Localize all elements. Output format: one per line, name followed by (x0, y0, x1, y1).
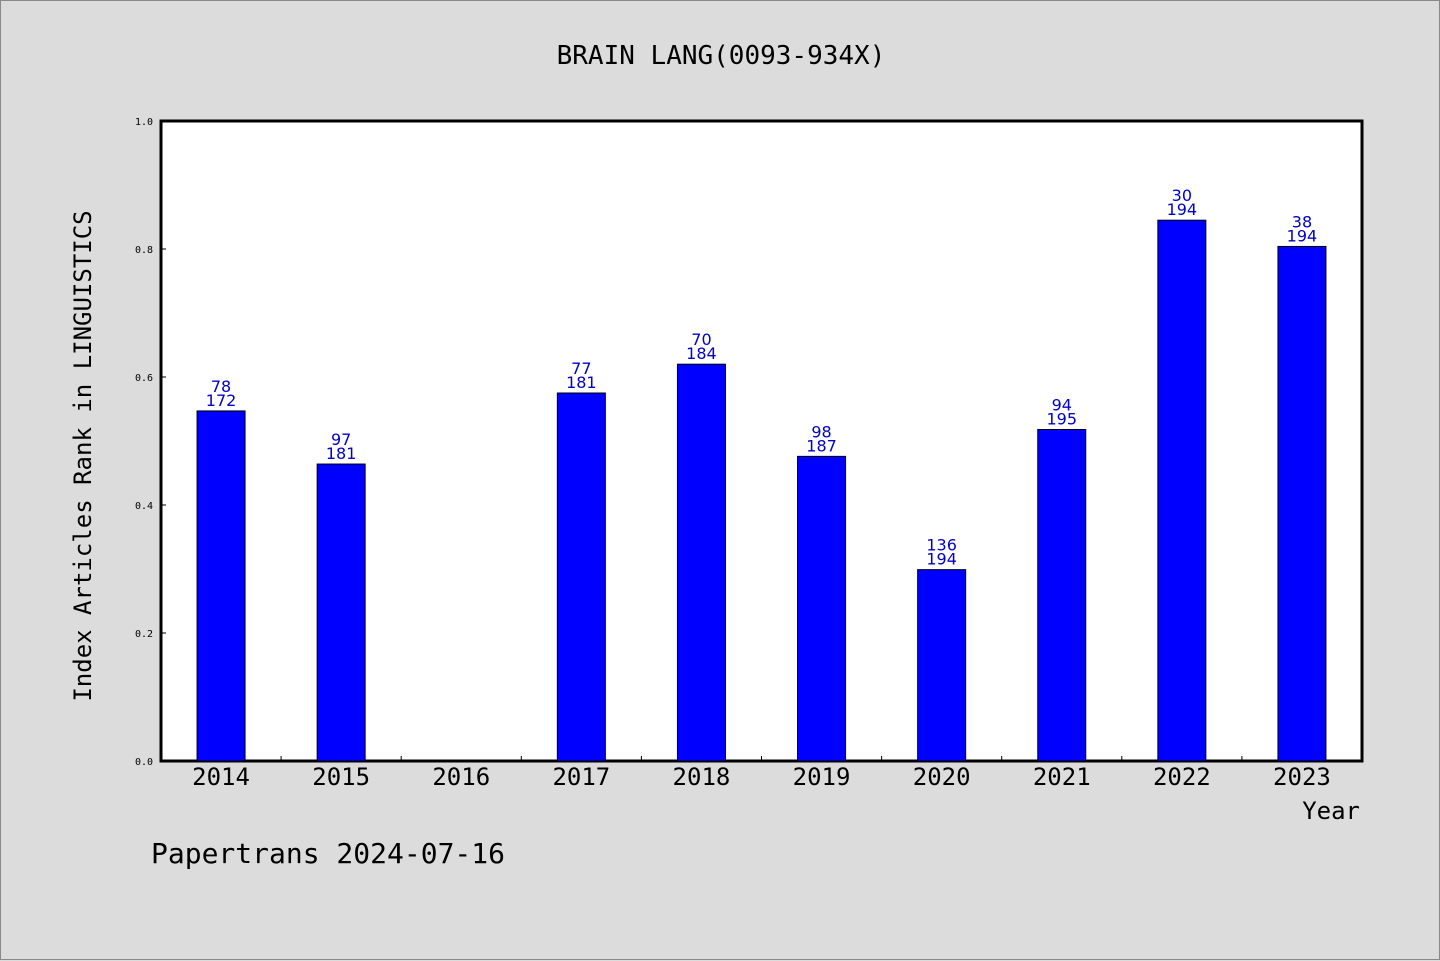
bar-2021 (1037, 428, 1087, 762)
x-tick-label: 2016 (432, 763, 490, 791)
bar-rank-label: 38 (1292, 212, 1312, 231)
x-tick-label: 2020 (913, 763, 971, 791)
bar-rank-label: 70 (691, 330, 711, 349)
footer-text: Papertrans 2024-07-16 (151, 837, 505, 870)
x-tick-label: 2019 (793, 763, 851, 791)
x-axis-label: Year (1302, 797, 1360, 825)
bar-rank-label: 94 (1052, 395, 1072, 414)
bar-rank-label: 77 (571, 359, 591, 378)
bar-total-label: 195 (1046, 409, 1077, 428)
bar-rank-label: 136 (926, 536, 957, 555)
bar-rank-label: 98 (811, 422, 831, 441)
x-tick-label: 2018 (673, 763, 731, 791)
bar-2018 (676, 363, 726, 762)
bar-total-label: 181 (566, 373, 597, 392)
y-tick-label: 1.0 (135, 117, 153, 128)
bar-total-label: 194 (926, 550, 957, 569)
bar-rank-label: 97 (331, 430, 351, 449)
x-tick-label: 2021 (1033, 763, 1091, 791)
bar-total-label: 194 (1167, 200, 1198, 219)
bar-2022 (1157, 219, 1207, 762)
x-tick-label: 2022 (1153, 763, 1211, 791)
y-tick-label: 0.2 (135, 629, 153, 640)
bar-total-label: 194 (1287, 226, 1318, 245)
bar-total-label: 172 (206, 391, 237, 410)
bar-total-label: 184 (686, 344, 717, 363)
x-tick-label: 2015 (312, 763, 370, 791)
bars-group (196, 219, 1327, 762)
bar-2015 (316, 463, 366, 762)
bar-total-label: 187 (806, 436, 837, 455)
y-tick-label: 0.6 (135, 373, 153, 384)
bar-2017 (556, 392, 606, 762)
y-tick-label: 0.4 (135, 501, 153, 512)
bar-rank-label: 30 (1172, 186, 1192, 205)
bar-2020 (917, 569, 967, 762)
y-axis: 0.0 0.2 0.4 0.6 0.8 1.0 (135, 117, 166, 768)
x-tick-label: 2017 (552, 763, 610, 791)
bar-labels-group: 7817297181771817018498187136194941953019… (206, 186, 1317, 568)
x-tick-label: 2014 (192, 763, 250, 791)
y-tick-label: 0.0 (135, 757, 153, 768)
x-tick-label: 2023 (1273, 763, 1331, 791)
bar-total-label: 181 (326, 444, 357, 463)
y-axis-label: Index Articles Rank in LINGUISTICS (69, 210, 97, 701)
y-tick-label: 0.8 (135, 245, 153, 256)
bar-2019 (797, 455, 847, 762)
bar-rank-label: 78 (211, 377, 231, 396)
chart-title: BRAIN LANG(0093-934X) (557, 41, 886, 71)
bar-2014 (196, 410, 246, 762)
bar-2023 (1277, 245, 1327, 762)
x-axis: 2014 2015 2016 2017 2018 2019 2020 2021 2022 2023 (192, 756, 1331, 791)
